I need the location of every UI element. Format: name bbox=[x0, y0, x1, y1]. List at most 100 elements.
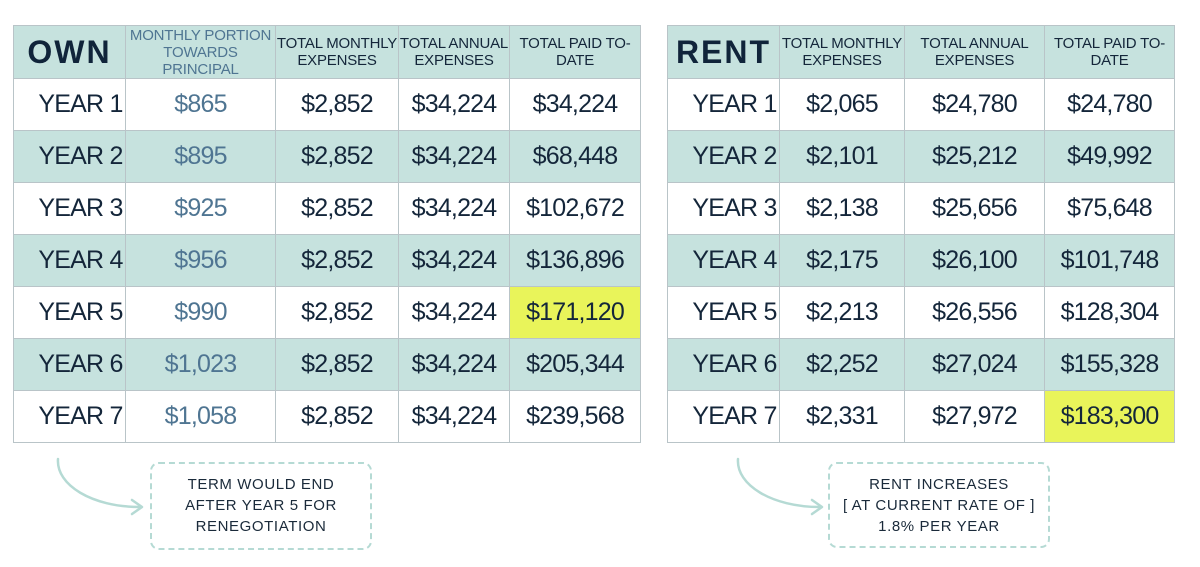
rent-monthly-cell: $2,138 bbox=[779, 182, 905, 235]
rent-table-row: YEAR 7 $2,331 $27,972 $183,300 bbox=[667, 390, 1175, 443]
own-table-row: YEAR 4 $956 $2,852 $34,224 $136,896 bbox=[13, 234, 641, 287]
own-year-label: YEAR 5 bbox=[13, 286, 126, 339]
own-monthly-cell: $2,852 bbox=[275, 78, 399, 131]
own-monthly-cell: $2,852 bbox=[275, 390, 399, 443]
own-annual-cell: $34,224 bbox=[398, 286, 510, 339]
own-paid-cell: $68,448 bbox=[509, 130, 641, 183]
rent-paid-cell-highlighted: $183,300 bbox=[1044, 390, 1175, 443]
rent-year-label: YEAR 7 bbox=[667, 390, 780, 443]
rent-header-row: RENT TOTAL MONTHLY EXPENSES TOTAL ANNUAL… bbox=[667, 25, 1175, 79]
own-annual-cell: $34,224 bbox=[398, 390, 510, 443]
own-header-monthly: TOTAL MONTHLY EXPENSES bbox=[275, 25, 399, 79]
own-year-label: YEAR 1 bbox=[13, 78, 126, 131]
own-paid-cell: $136,896 bbox=[509, 234, 641, 287]
curved-arrow-icon bbox=[56, 457, 144, 516]
rent-monthly-cell: $2,065 bbox=[779, 78, 905, 131]
rent-header-paid: TOTAL PAID TO-DATE bbox=[1044, 25, 1175, 79]
rent-year-label: YEAR 4 bbox=[667, 234, 780, 287]
own-monthly-cell: $2,852 bbox=[275, 234, 399, 287]
own-year-label: YEAR 3 bbox=[13, 182, 126, 235]
own-principal-cell: $1,023 bbox=[125, 338, 276, 391]
rent-year-label: YEAR 6 bbox=[667, 338, 780, 391]
rent-note-line: RENT INCREASES bbox=[869, 476, 1009, 493]
own-table-row: YEAR 6 $1,023 $2,852 $34,224 $205,344 bbox=[13, 338, 641, 391]
rent-note-line: 1.8% PER YEAR bbox=[878, 518, 1000, 535]
own-term-note: TERM WOULD END AFTER YEAR 5 FOR RENEGOTI… bbox=[150, 462, 372, 550]
rent-header-annual: TOTAL ANNUAL EXPENSES bbox=[904, 25, 1045, 79]
own-annual-cell: $34,224 bbox=[398, 78, 510, 131]
own-year-label: YEAR 6 bbox=[13, 338, 126, 391]
own-principal-cell: $865 bbox=[125, 78, 276, 131]
own-paid-cell-highlighted: $171,120 bbox=[509, 286, 641, 339]
rent-monthly-cell: $2,331 bbox=[779, 390, 905, 443]
rent-paid-cell: $101,748 bbox=[1044, 234, 1175, 287]
rent-table-row: YEAR 1 $2,065 $24,780 $24,780 bbox=[667, 78, 1175, 131]
rent-title: RENT bbox=[667, 25, 780, 79]
own-principal-cell: $925 bbox=[125, 182, 276, 235]
own-table-row: YEAR 7 $1,058 $2,852 $34,224 $239,568 bbox=[13, 390, 641, 443]
rent-paid-cell: $49,992 bbox=[1044, 130, 1175, 183]
own-principal-cell: $895 bbox=[125, 130, 276, 183]
own-header-row: OWN MONTHLY PORTION TOWARDS PRINCIPAL TO… bbox=[13, 25, 641, 79]
rent-monthly-cell: $2,213 bbox=[779, 286, 905, 339]
rent-table-row: YEAR 3 $2,138 $25,656 $75,648 bbox=[667, 182, 1175, 235]
own-header-principal: MONTHLY PORTION TOWARDS PRINCIPAL bbox=[125, 25, 276, 79]
own-table-row: YEAR 5 $990 $2,852 $34,224 $171,120 bbox=[13, 286, 641, 339]
own-note-line: AFTER YEAR 5 FOR bbox=[185, 497, 337, 514]
own-table-row: YEAR 2 $895 $2,852 $34,224 $68,448 bbox=[13, 130, 641, 183]
rent-annual-cell: $25,212 bbox=[904, 130, 1045, 183]
own-note-line: RENEGOTIATION bbox=[195, 518, 327, 535]
rent-note-line: [ AT CURRENT RATE OF ] bbox=[842, 497, 1036, 514]
own-annual-cell: $34,224 bbox=[398, 234, 510, 287]
rent-annual-cell: $25,656 bbox=[904, 182, 1045, 235]
rent-paid-cell: $24,780 bbox=[1044, 78, 1175, 131]
own-year-label: YEAR 4 bbox=[13, 234, 126, 287]
own-monthly-cell: $2,852 bbox=[275, 286, 399, 339]
rent-paid-cell: $155,328 bbox=[1044, 338, 1175, 391]
own-monthly-cell: $2,852 bbox=[275, 338, 399, 391]
rent-table-row: YEAR 5 $2,213 $26,556 $128,304 bbox=[667, 286, 1175, 339]
rent-monthly-cell: $2,175 bbox=[779, 234, 905, 287]
own-header-paid: TOTAL PAID TO-DATE bbox=[509, 25, 641, 79]
rent-year-label: YEAR 5 bbox=[667, 286, 780, 339]
own-note-line: TERM WOULD END bbox=[187, 476, 335, 493]
rent-annual-cell: $27,024 bbox=[904, 338, 1045, 391]
own-table: OWN MONTHLY PORTION TOWARDS PRINCIPAL TO… bbox=[13, 25, 641, 443]
rent-paid-cell: $75,648 bbox=[1044, 182, 1175, 235]
rent-header-monthly: TOTAL MONTHLY EXPENSES bbox=[779, 25, 905, 79]
own-annual-cell: $34,224 bbox=[398, 338, 510, 391]
rent-annual-cell: $27,972 bbox=[904, 390, 1045, 443]
rent-annual-cell: $26,556 bbox=[904, 286, 1045, 339]
own-annual-cell: $34,224 bbox=[398, 182, 510, 235]
rent-year-label: YEAR 2 bbox=[667, 130, 780, 183]
own-principal-cell: $990 bbox=[125, 286, 276, 339]
curved-arrow-icon bbox=[736, 457, 824, 516]
own-header-annual: TOTAL ANNUAL EXPENSES bbox=[398, 25, 510, 79]
rent-annual-cell: $26,100 bbox=[904, 234, 1045, 287]
rent-increase-note: RENT INCREASES [ AT CURRENT RATE OF ] 1.… bbox=[828, 462, 1050, 548]
own-paid-cell: $239,568 bbox=[509, 390, 641, 443]
rent-paid-cell: $128,304 bbox=[1044, 286, 1175, 339]
rent-year-label: YEAR 3 bbox=[667, 182, 780, 235]
own-annual-cell: $34,224 bbox=[398, 130, 510, 183]
rent-table: RENT TOTAL MONTHLY EXPENSES TOTAL ANNUAL… bbox=[667, 25, 1175, 443]
own-principal-cell: $1,058 bbox=[125, 390, 276, 443]
own-table-row: YEAR 1 $865 $2,852 $34,224 $34,224 bbox=[13, 78, 641, 131]
own-monthly-cell: $2,852 bbox=[275, 182, 399, 235]
own-monthly-cell: $2,852 bbox=[275, 130, 399, 183]
rent-table-row: YEAR 2 $2,101 $25,212 $49,992 bbox=[667, 130, 1175, 183]
rent-year-label: YEAR 1 bbox=[667, 78, 780, 131]
rent-table-row: YEAR 6 $2,252 $27,024 $155,328 bbox=[667, 338, 1175, 391]
rent-monthly-cell: $2,252 bbox=[779, 338, 905, 391]
own-paid-cell: $102,672 bbox=[509, 182, 641, 235]
own-principal-cell: $956 bbox=[125, 234, 276, 287]
rent-monthly-cell: $2,101 bbox=[779, 130, 905, 183]
rent-table-row: YEAR 4 $2,175 $26,100 $101,748 bbox=[667, 234, 1175, 287]
own-table-row: YEAR 3 $925 $2,852 $34,224 $102,672 bbox=[13, 182, 641, 235]
own-year-label: YEAR 2 bbox=[13, 130, 126, 183]
own-title: OWN bbox=[13, 25, 126, 79]
rent-annual-cell: $24,780 bbox=[904, 78, 1045, 131]
own-paid-cell: $34,224 bbox=[509, 78, 641, 131]
own-year-label: YEAR 7 bbox=[13, 390, 126, 443]
own-paid-cell: $205,344 bbox=[509, 338, 641, 391]
